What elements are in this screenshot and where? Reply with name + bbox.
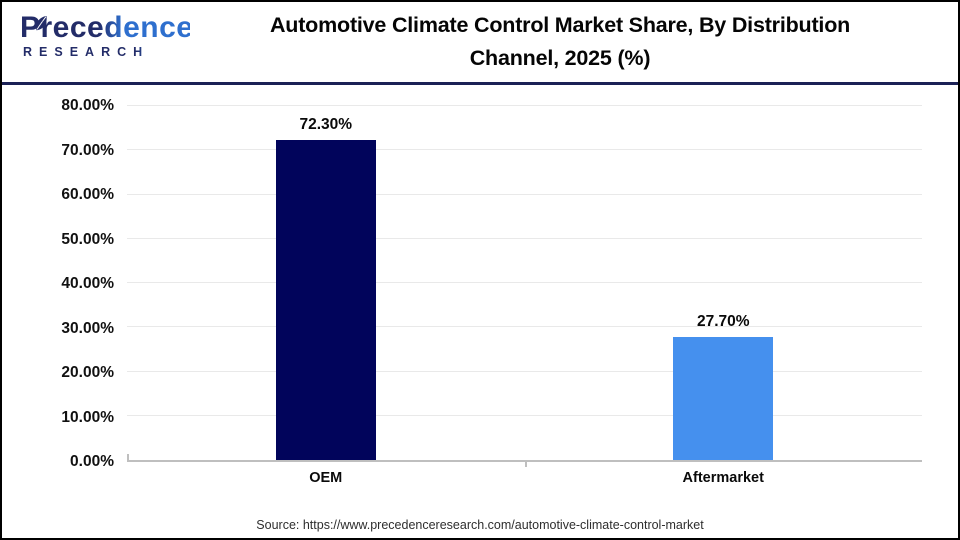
y-tick-label: 60.00% [61, 186, 114, 203]
chart-title: Automotive Climate Control Market Share,… [172, 9, 948, 75]
y-tick-label: 80.00% [61, 97, 114, 114]
chart-title-line2: Channel, 2025 (%) [469, 46, 651, 70]
bar-cell: 72.30% [127, 106, 525, 460]
x-category-label: Aftermarket [682, 470, 764, 486]
header: Precedence RESEARCH Automotive Climate C… [2, 2, 958, 82]
bar-oem [275, 140, 376, 460]
bar-cell: 27.70% [525, 106, 923, 460]
chart-region: 0.00% 10.00% 20.00% 30.00% 40.00% 50.00% 60.00… [2, 85, 958, 538]
plot-area: 72.30% 27.70% [127, 105, 923, 467]
bar-aftermarket [673, 337, 774, 460]
brand-logo: Precedence RESEARCH [20, 11, 194, 74]
gridline [127, 237, 922, 239]
gridline [127, 193, 922, 195]
gridline [127, 414, 922, 416]
y-tick-label: 0.00% [70, 453, 114, 470]
source-note: Source: https://www.precedenceresearch.c… [256, 518, 704, 532]
axis-center-tick [524, 461, 527, 467]
y-tick-label: 70.00% [61, 141, 114, 159]
bar-value-label: 72.30% [299, 116, 353, 134]
header-divider [2, 82, 958, 85]
y-tick-label: 30.00% [61, 319, 114, 337]
x-axis-labels: OEM Aftermarket [127, 470, 922, 490]
axis-endcap-tick [127, 454, 129, 460]
gridline [127, 105, 922, 106]
y-tick-label: 10.00% [61, 408, 114, 426]
gridline [127, 282, 922, 283]
leaf-icon [36, 15, 47, 31]
chart-title-line1: Automotive Climate Control Market Share,… [269, 13, 851, 37]
y-tick-label: 50.00% [61, 230, 114, 248]
gridline [127, 370, 922, 372]
gridline [127, 149, 922, 151]
brand-name: Precedence [20, 11, 194, 44]
y-tick-label: 40.00% [61, 275, 114, 292]
x-category-label: OEM [309, 470, 343, 486]
y-tick-label: 20.00% [61, 364, 114, 381]
bar-value-label: 27.70% [696, 313, 750, 331]
y-axis-labels: 0.00% 10.00% 20.00% 30.00% 40.00% 50.00% 60.00… [2, 85, 114, 538]
brand-subname: RESEARCH [20, 45, 190, 59]
gridline [127, 326, 922, 328]
